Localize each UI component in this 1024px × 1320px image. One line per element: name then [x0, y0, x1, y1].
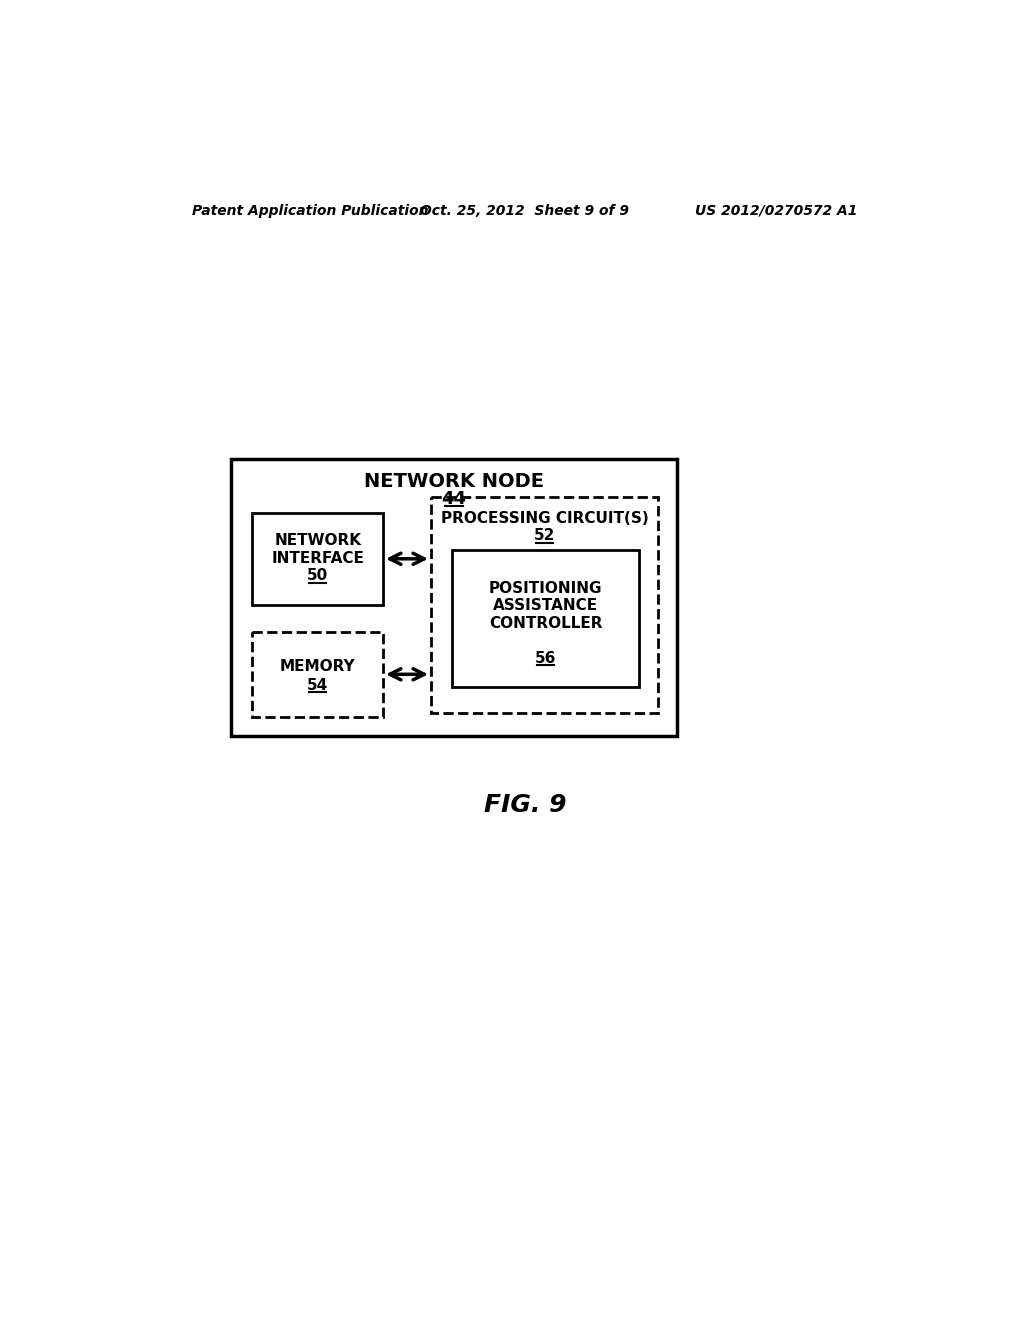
Text: Patent Application Publication: Patent Application Publication — [193, 203, 429, 218]
Text: 54: 54 — [307, 677, 329, 693]
Text: US 2012/0270572 A1: US 2012/0270572 A1 — [695, 203, 857, 218]
Text: 44: 44 — [441, 490, 467, 508]
Text: FIG. 9: FIG. 9 — [483, 793, 566, 817]
Text: POSITIONING
ASSISTANCE
CONTROLLER: POSITIONING ASSISTANCE CONTROLLER — [488, 581, 602, 631]
Bar — [252, 632, 383, 717]
Bar — [431, 498, 658, 713]
Text: PROCESSING CIRCUIT(S): PROCESSING CIRCUIT(S) — [440, 511, 648, 527]
Text: NETWORK
INTERFACE: NETWORK INTERFACE — [271, 533, 365, 566]
Bar — [453, 549, 639, 686]
Bar — [230, 459, 677, 737]
Text: 52: 52 — [534, 528, 555, 544]
Text: Oct. 25, 2012  Sheet 9 of 9: Oct. 25, 2012 Sheet 9 of 9 — [420, 203, 630, 218]
Bar — [252, 512, 383, 605]
Text: MEMORY: MEMORY — [280, 659, 355, 675]
Text: 50: 50 — [307, 568, 329, 583]
Text: 56: 56 — [535, 651, 556, 665]
Text: NETWORK NODE: NETWORK NODE — [364, 473, 544, 491]
